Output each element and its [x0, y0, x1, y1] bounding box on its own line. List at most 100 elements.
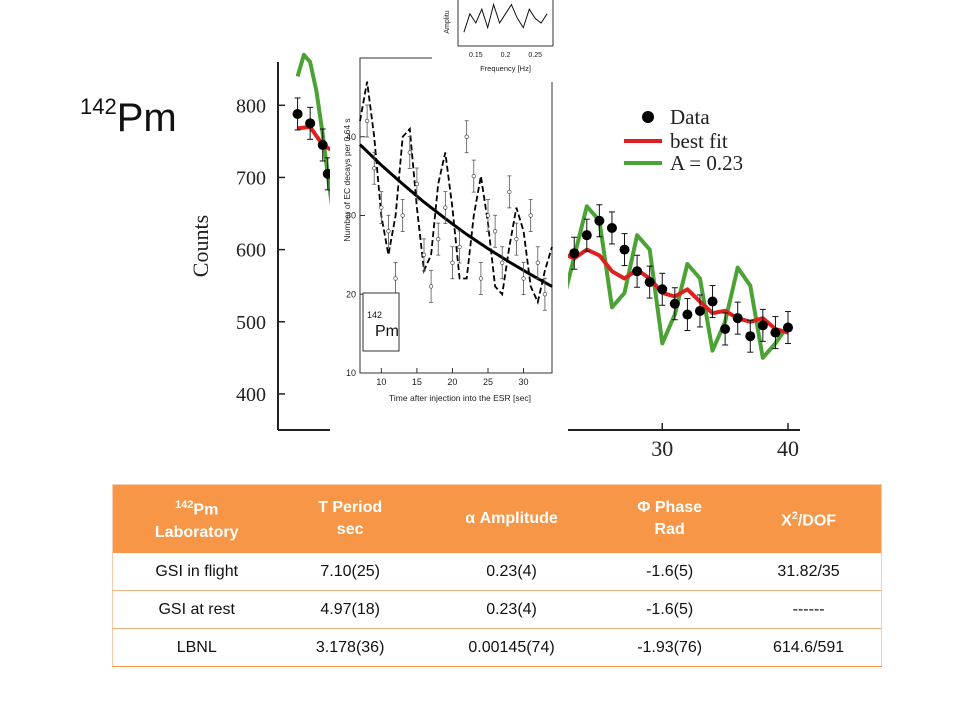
- inset-data-point: [507, 189, 512, 194]
- y-tick-label: 700: [236, 167, 266, 189]
- table-row: GSI at rest 4.97(18) 0.23(4) -1.6(5) ---…: [112, 590, 882, 629]
- data-point: [757, 320, 768, 331]
- freq-x-axis-label: Frequency [Hz]: [480, 64, 531, 73]
- inset-data-point: [528, 213, 533, 218]
- data-point: [292, 108, 303, 119]
- y-tick-label: 500: [236, 312, 266, 334]
- data-point: [569, 248, 580, 259]
- inset-data-point: [521, 276, 526, 281]
- header-amplitude-label: α Amplitude: [465, 510, 558, 527]
- data-point: [305, 118, 316, 129]
- inset-y-tick-label: 30: [346, 211, 356, 221]
- data-point: [317, 139, 328, 150]
- cell-phase: -1.6(5): [603, 553, 737, 591]
- inset-data-point: [386, 229, 391, 234]
- freq-x-tick-label: 0.25: [528, 52, 542, 59]
- cell-period: 3.178(36): [280, 628, 420, 667]
- results-table: 142Pm Laboratory T Period sec α Amplitude …: [112, 484, 882, 667]
- inset-data-point: [514, 237, 519, 242]
- data-point: [682, 309, 693, 320]
- inset-x-tick-label: 15: [412, 377, 422, 387]
- inset-x-tick-label: 30: [519, 377, 529, 387]
- y-tick-label: 400: [236, 384, 266, 406]
- cell-period: 7.10(25): [280, 553, 420, 591]
- inset-data-point: [421, 252, 427, 257]
- inset-data-point: [379, 205, 384, 210]
- cell-phase: -1.6(5): [603, 590, 737, 629]
- table-row: LBNL 3.178(36) 0.00145(74) -1.93(76) 614…: [112, 628, 882, 667]
- header-phase-unit: Rad: [654, 521, 685, 538]
- data-point: [657, 284, 668, 295]
- inset-data-point: [372, 166, 377, 171]
- header-chi2: X2/DOF: [736, 484, 882, 553]
- header-chi-symbol: X: [781, 512, 792, 530]
- title-mass-number: 142: [80, 94, 117, 119]
- data-point: [644, 277, 655, 288]
- inset-label-mass: 142: [367, 310, 382, 320]
- inset-x-tick-label: 10: [376, 377, 386, 387]
- data-point: [581, 230, 592, 241]
- inset-data-point: [400, 213, 405, 218]
- inset-data-point: [429, 284, 434, 289]
- inset-data-point: [365, 118, 370, 124]
- header-laboratory: 142Pm Laboratory: [112, 484, 281, 553]
- data-point: [783, 322, 793, 333]
- freq-y-axis-label: Amplitu: [444, 10, 451, 33]
- header-chi-exponent: 2: [791, 510, 798, 523]
- cell-lab: GSI in flight: [112, 553, 281, 591]
- inset-data-point: [407, 150, 412, 155]
- inset-data-point: [493, 229, 498, 234]
- freq-line: [463, 2, 548, 33]
- header-period-unit: sec: [336, 521, 364, 538]
- data-point: [694, 305, 705, 316]
- y-axis-label: Counts: [188, 215, 213, 277]
- data-point: [632, 266, 643, 277]
- data-point: [732, 313, 743, 324]
- y-tick-label: 600: [236, 240, 266, 262]
- inset-y-tick-label: 20: [346, 289, 356, 299]
- cell-chi2: ------: [736, 590, 882, 629]
- x-tick-label: 30: [651, 436, 673, 461]
- inset-data-point: [478, 276, 483, 281]
- header-phase-label: Φ Phase: [637, 499, 703, 516]
- header-period-label: T Period: [318, 499, 383, 516]
- inset-y-tick-label: 10: [346, 368, 356, 378]
- y-tick-label: 800: [236, 95, 266, 117]
- cell-lab: LBNL: [112, 628, 281, 667]
- data-point: [669, 298, 680, 309]
- inset-data-point: [464, 134, 469, 139]
- header-mass-number: 142: [175, 499, 194, 512]
- cell-chi2: 614.6/591: [736, 628, 882, 667]
- inset-data-point: [485, 213, 491, 218]
- inset-data-point: [414, 181, 419, 187]
- inset-y-tick-label: 40: [346, 132, 356, 142]
- cell-amplitude: 0.23(4): [419, 553, 604, 591]
- best-fit-line: [297, 124, 337, 154]
- freq-x-tick-label: 0.2: [501, 52, 511, 59]
- table-header-row: 142Pm Laboratory T Period sec α Amplitude …: [112, 484, 882, 553]
- inset-data-point: [471, 174, 476, 179]
- cell-amplitude: 0.00145(74): [419, 628, 604, 667]
- cell-period: 4.97(18): [280, 590, 420, 629]
- header-amplitude: α Amplitude: [419, 484, 604, 553]
- title-element: Pm: [116, 96, 177, 140]
- inset-data-point: [500, 260, 505, 265]
- cell-amplitude: 0.23(4): [419, 590, 604, 629]
- data-point: [720, 323, 731, 334]
- inset-x-tick-label: 25: [483, 377, 493, 387]
- cell-lab: GSI at rest: [112, 590, 281, 629]
- data-point: [745, 331, 756, 342]
- inset-exp-curve: [358, 143, 553, 288]
- cell-chi2: 31.82/35: [736, 553, 882, 591]
- header-laboratory-label: Laboratory: [154, 523, 239, 541]
- legend-label-data: Data: [670, 105, 710, 129]
- inset-data-point: [542, 292, 547, 297]
- legend-label-best-fit: best fit: [670, 129, 728, 153]
- inset-data-point: [450, 260, 455, 265]
- header-chi-dof: /DOF: [797, 512, 837, 530]
- inset-data-point: [443, 205, 448, 210]
- inset-data-point: [436, 237, 441, 242]
- data-point: [707, 296, 718, 307]
